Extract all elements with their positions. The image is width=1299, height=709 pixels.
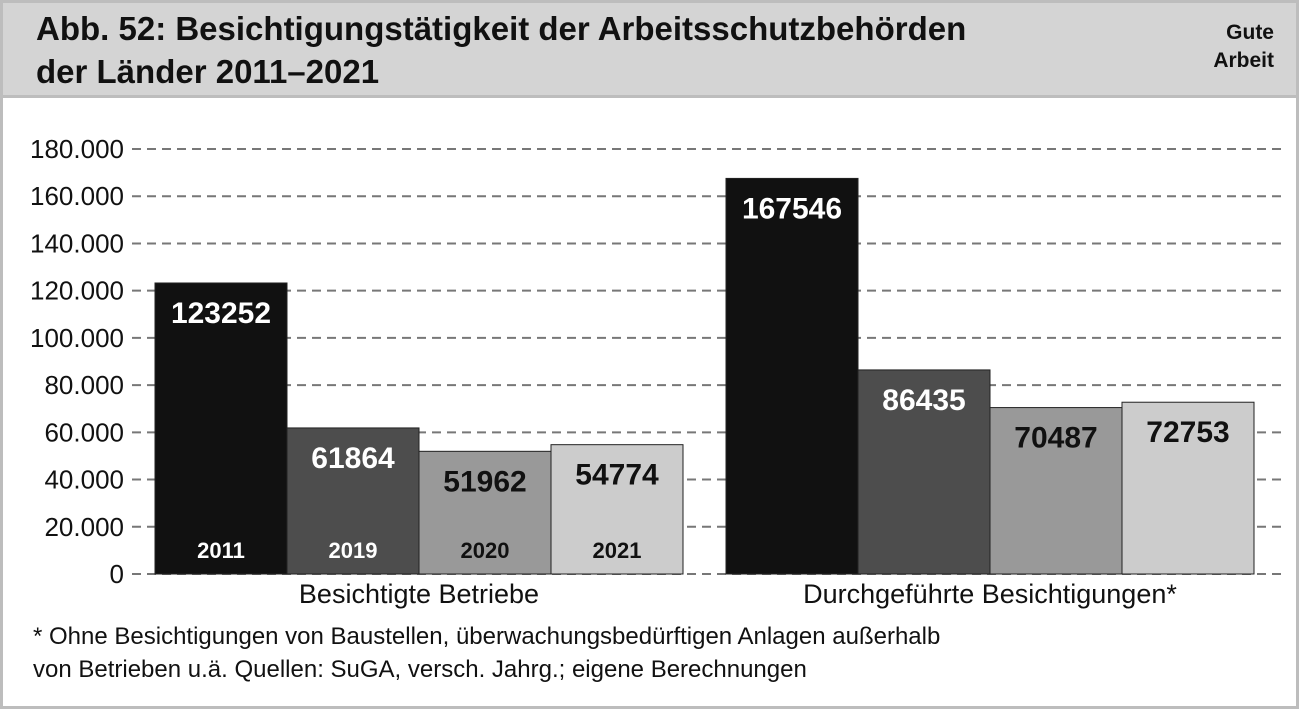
bar-2020-besichtigungen — [989, 407, 1123, 575]
data-label: 61864 — [311, 442, 395, 475]
bar-2021-betriebe — [550, 444, 684, 575]
bar-2011-betriebe — [154, 282, 288, 575]
bars — [154, 177, 1255, 575]
y-tick-label: 80.000 — [44, 370, 124, 400]
brand-label: Gute Arbeit — [1213, 19, 1274, 75]
title-line-1: Abb. 52: Besichtigungstätigkeit der Arbe… — [36, 10, 967, 47]
category-label: Besichtigte Betriebe — [299, 579, 539, 609]
title-line-2: der Länder 2011–2021 — [36, 53, 380, 90]
series-label-2019: 2019 — [329, 538, 378, 563]
series-label-2011: 2011 — [197, 538, 245, 563]
footnote-line-1: * Ohne Besichtigungen von Baustellen, üb… — [33, 623, 941, 650]
y-tick-label: 180.000 — [30, 134, 124, 164]
y-tick-label: 100.000 — [30, 323, 124, 353]
bar-2021-besichtigungen — [1121, 401, 1255, 575]
figure-title: Abb. 52: Besichtigungstätigkeit der Arbe… — [36, 7, 966, 93]
y-axis-ticks: 0 20.000 40.000 60.000 80.000 100.000 120.000 1… — [30, 134, 124, 589]
data-label: 54774 — [575, 459, 659, 492]
data-label: 51962 — [443, 465, 526, 498]
data-label: 86435 — [882, 384, 965, 417]
bar-2019-besichtigungen — [857, 369, 991, 575]
y-tick-label: 40.000 — [44, 465, 124, 495]
category-labels: Besichtigte Betriebe Durchgeführte Besich… — [299, 579, 1177, 609]
y-tick-label: 0 — [110, 559, 124, 589]
brand-line-1: Gute — [1226, 21, 1274, 44]
data-label: 72753 — [1146, 416, 1229, 449]
bar-chart: 0 20.000 40.000 60.000 80.000 100.000 120.000 1… — [30, 134, 1282, 609]
y-tick-label: 160.000 — [30, 181, 124, 211]
footnote-line-2: von Betrieben u.ä. Quellen: SuGA, versch… — [33, 656, 807, 683]
y-tick-label: 60.000 — [44, 417, 124, 447]
data-label: 70487 — [1014, 422, 1097, 455]
y-tick-label: 20.000 — [44, 512, 124, 542]
brand-line-2: Arbeit — [1213, 49, 1274, 72]
data-label: 123252 — [171, 297, 271, 330]
bar-2011-besichtigungen — [725, 177, 859, 575]
data-label: 167546 — [742, 192, 842, 225]
bar-2020-betriebe — [418, 450, 552, 575]
category-label: Durchgeführte Besichtigungen* — [803, 579, 1177, 609]
y-tick-label: 140.000 — [30, 228, 124, 258]
grid-lines — [132, 148, 1282, 575]
series-label-2021: 2021 — [593, 538, 642, 563]
series-label-2020: 2020 — [461, 538, 510, 563]
footnote: * Ohne Besichtigungen von Baustellen, üb… — [33, 620, 940, 686]
bar-2019-betriebe — [286, 427, 420, 575]
figure-header: Abb. 52: Besichtigungstätigkeit der Arbe… — [3, 3, 1296, 98]
data-labels: 123252 2011 61864 2019 51962 2020 54774 2021 167… — [171, 192, 1230, 563]
y-tick-label: 120.000 — [30, 276, 124, 306]
